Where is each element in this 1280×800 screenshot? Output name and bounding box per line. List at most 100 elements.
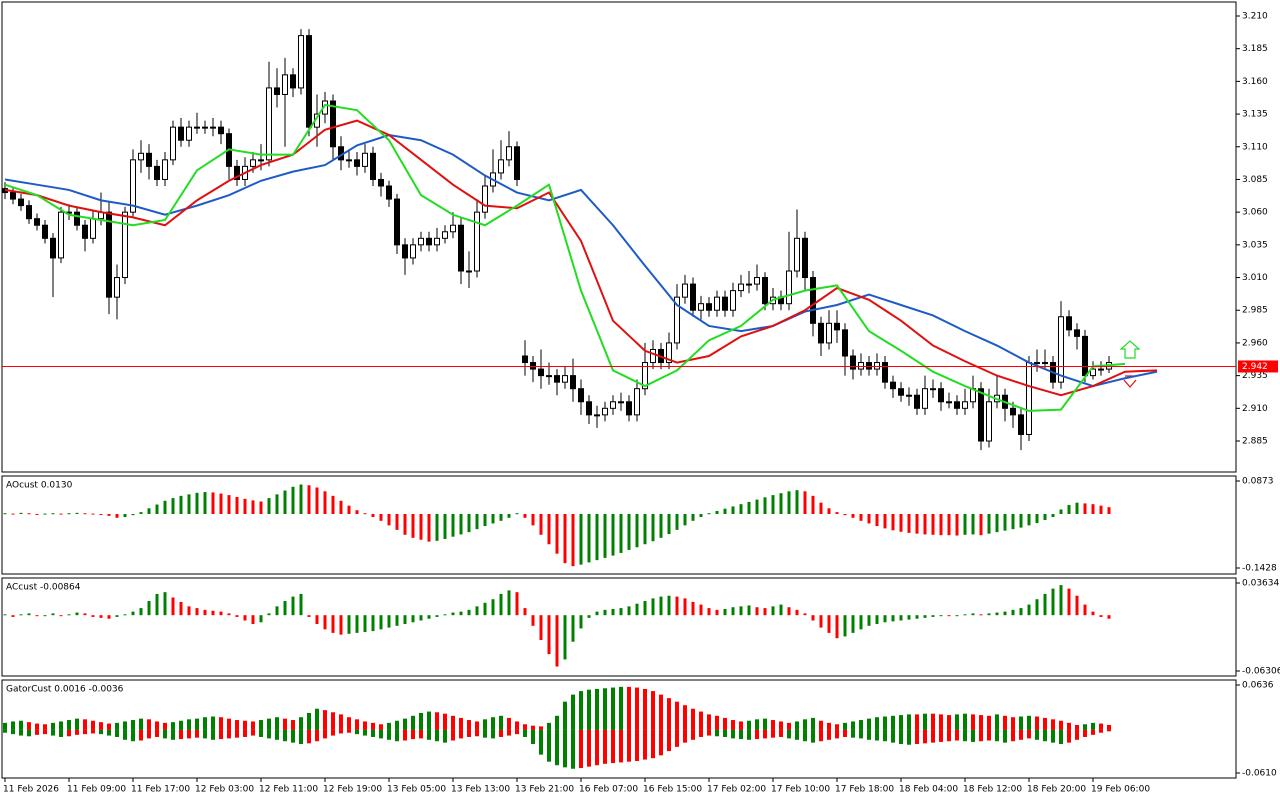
histogram-bar [675,513,679,530]
histogram-bar [499,513,503,521]
y-tick-label: 3.060 [1242,208,1268,218]
histogram-bar [659,596,663,616]
histogram-bar [379,513,383,521]
gator-bar [203,717,207,730]
histogram-bar [683,598,687,616]
histogram-bar [875,513,879,527]
candle-body [58,211,64,259]
gator-bar [635,729,639,761]
gator-bar [539,726,543,730]
y-tick-label: -0.06306 [1242,667,1280,677]
histogram-bar [163,592,167,616]
gator-bar [899,729,903,745]
histogram-bar [739,504,743,514]
gator-bar [211,716,215,730]
histogram-bar [731,607,735,616]
histogram-bar [1011,513,1015,530]
gator-bar [107,723,111,730]
histogram-bar [219,611,223,616]
histogram-bar [675,596,679,616]
gator-bar [379,729,383,739]
histogram-bar [827,508,831,514]
histogram-bar [427,615,431,619]
histogram-bar [115,513,119,518]
histogram-bar [419,615,423,621]
histogram-bar [899,615,903,621]
gator-bar [611,729,615,764]
histogram-bar [27,613,31,616]
gator-bar [555,715,559,730]
gator-bar [131,729,135,742]
gator-bar [1011,717,1015,730]
candle-body [786,270,792,305]
gator-bar [67,720,71,730]
panel [1,475,1237,575]
histogram-bar [771,495,775,514]
gator-bar [891,715,895,730]
candle-body [266,87,272,161]
histogram-bar [587,615,591,618]
gator-bar [995,714,999,730]
x-tick-label: 17 Feb 10:00 [771,785,830,795]
candle-body [578,388,584,403]
x-tick-label: 13 Feb 13:00 [451,785,510,795]
histogram-bar [723,608,727,616]
y-tick-label: 0.0636 [1242,681,1274,691]
gator-bar [771,720,775,730]
histogram-bar [1027,604,1031,616]
histogram-bar [499,593,503,616]
candle-body [506,146,512,161]
histogram-bar [51,613,55,616]
histogram-bar [995,612,999,616]
candle-body [514,146,520,180]
histogram-bar [107,615,111,619]
candle-body [458,224,464,272]
histogram-bar [395,615,399,626]
candle-body [34,218,40,226]
candle-body [666,342,672,364]
histogram-bar [251,500,255,514]
histogram-bar [603,609,607,616]
candle-body [522,355,528,364]
candle-body [250,159,256,167]
candle-body [162,159,168,180]
gator-bar [483,719,487,730]
candle-body [586,401,592,416]
histogram-bar [459,513,463,535]
gator-bar [675,729,679,747]
gator-bar [459,729,463,739]
gator-bar [1059,729,1063,745]
gator-bar [571,729,575,769]
histogram-bar [235,496,239,514]
y-tick-label: -0.1428 [1242,563,1277,573]
y-tick-label: 3.135 [1242,110,1268,120]
gator-bar [747,720,751,730]
histogram-bar [491,599,495,616]
histogram-bar [1043,513,1047,521]
candle-body [954,401,960,409]
gator-bar [315,729,319,742]
gator-bar [403,718,407,730]
histogram-bar [299,484,303,514]
gator-bar [1019,729,1023,740]
gator-bar [1011,729,1015,742]
histogram-bar [587,513,591,563]
gator-bar [667,729,671,752]
panel [1,1,1237,473]
candle-body [874,362,880,370]
gator-bar [1035,716,1039,730]
panel-title: AOcust 0.0130 [6,481,73,491]
gator-bar [723,729,727,737]
gator-bar [115,722,119,730]
histogram-bar [19,512,23,514]
histogram-bar [915,513,919,534]
gator-bar [283,718,287,730]
gator-bar [147,719,151,730]
gator-bar [851,721,855,730]
candle-body [610,401,616,409]
y-tick-label: 3.035 [1242,240,1268,250]
histogram-bar [683,513,687,526]
price-label-box [1238,360,1278,373]
histogram-bar [1075,502,1079,514]
